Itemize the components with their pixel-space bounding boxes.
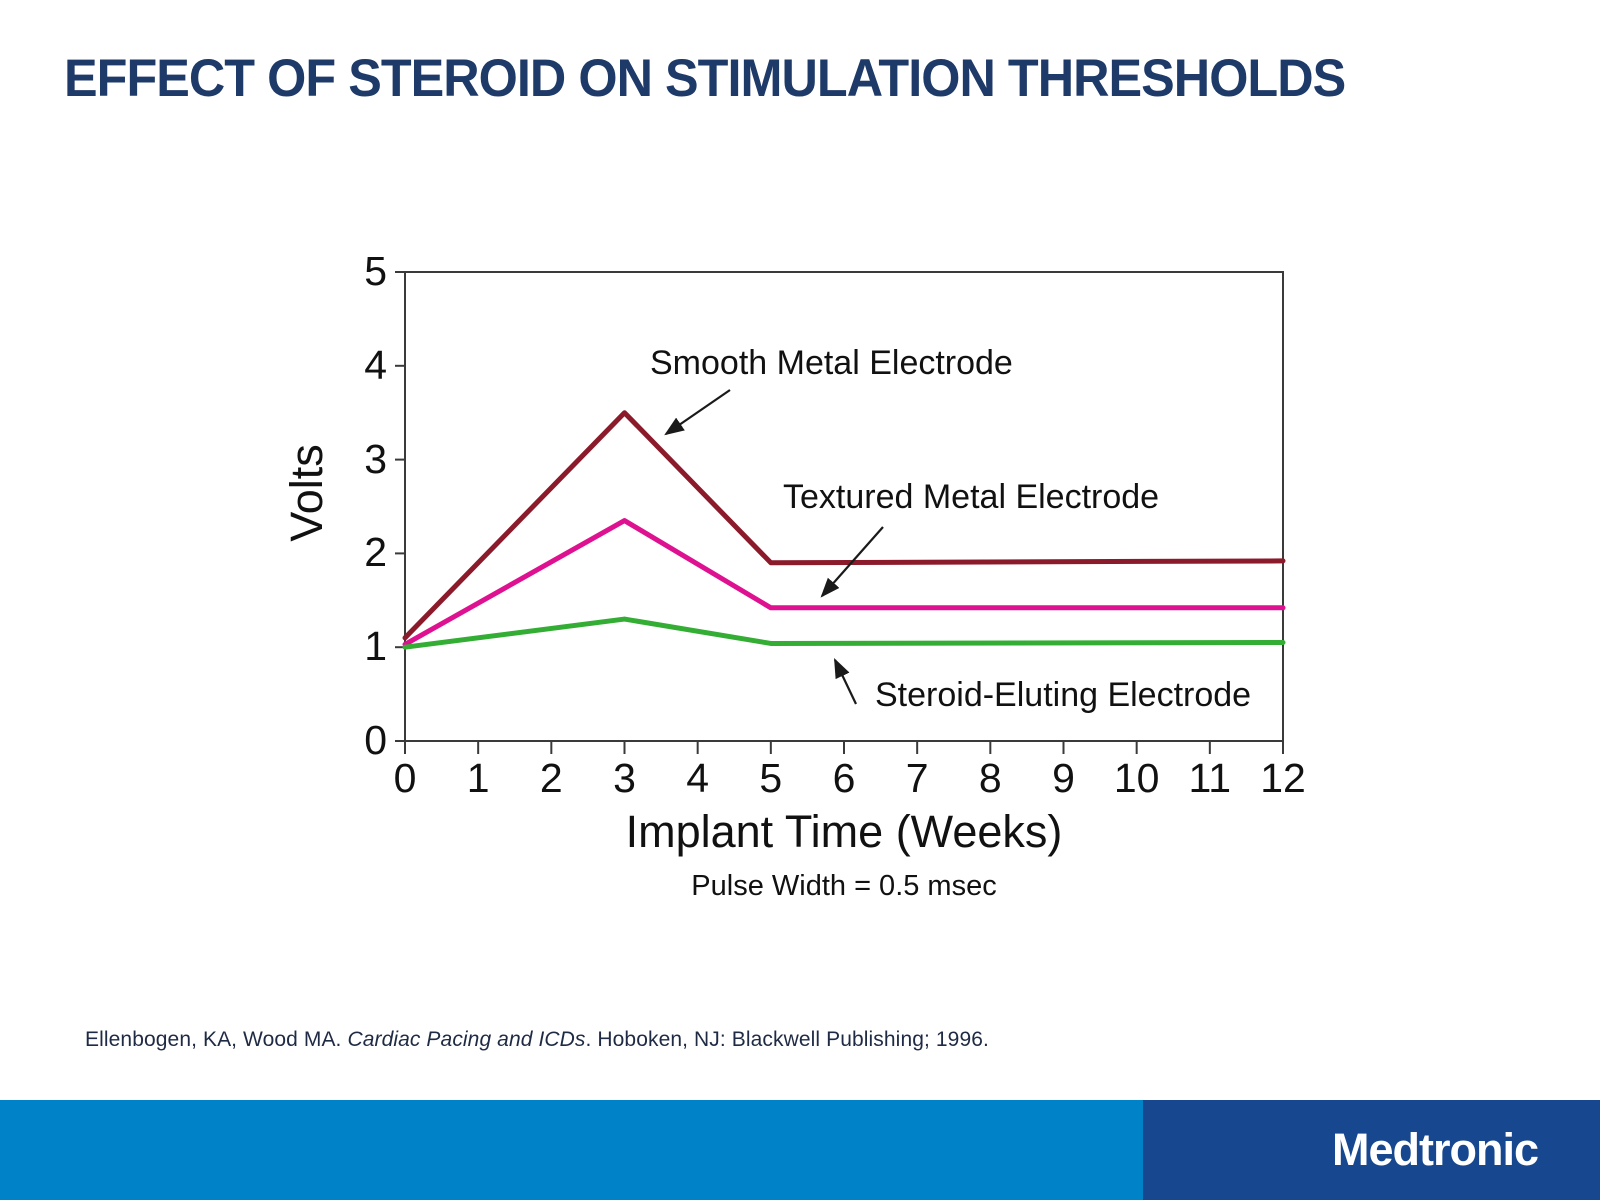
y-tick-label: 0 — [364, 717, 387, 763]
x-tick-label: 9 — [1052, 755, 1075, 801]
citation-authors: Ellenbogen, KA, Wood MA. — [85, 1028, 348, 1051]
smooth-label-arrow — [664, 389, 731, 436]
medtronic-logo: Medtronic — [1331, 1124, 1539, 1175]
y-tick-label: 5 — [364, 248, 387, 294]
y-tick-label: 3 — [364, 435, 387, 482]
axis-ticks — [395, 271, 1284, 754]
slide-title: EFFECT OF STEROID ON STIMULATION THRESHO… — [64, 49, 1346, 108]
series-line-steroid-eluting — [402, 616, 1286, 650]
footer-bar: Medtronic — [0, 1100, 1600, 1200]
x-tick-label: 8 — [978, 755, 1002, 801]
x-tick-label: 0 — [393, 755, 417, 801]
y-tick-label: 2 — [364, 529, 387, 576]
steroid-label-arrow — [834, 658, 857, 705]
plot-border — [404, 271, 1284, 742]
x-tick-label: 2 — [539, 755, 563, 801]
x-tick-label: 1 — [466, 755, 490, 801]
x-tick-label: 11 — [1188, 755, 1232, 801]
x-tick-label: 4 — [686, 755, 710, 801]
series-label-smooth-metal: Smooth Metal Electrode — [650, 344, 1013, 382]
textured-label-arrow — [820, 526, 884, 598]
series-line-textured-metal — [402, 518, 1286, 647]
x-tick-label: 7 — [905, 755, 929, 801]
citation-publisher: . Hoboken, NJ: Blackwell Publishing; 199… — [585, 1028, 989, 1051]
y-tick-label: 1 — [364, 623, 387, 670]
x-tick-label: 3 — [613, 755, 636, 801]
x-tick-label: 5 — [759, 755, 783, 801]
series-line-smooth-metal — [402, 410, 1286, 641]
pulse-width-note: Pulse Width = 0.5 msec — [691, 870, 997, 902]
series-label-steroid-eluting: Steroid-Eluting Electrode — [875, 676, 1252, 714]
x-axis-title: Implant Time (Weeks) — [625, 806, 1063, 857]
x-tick-label: 12 — [1260, 755, 1306, 801]
x-tick-label: 10 — [1113, 755, 1160, 801]
y-tick-label: 4 — [364, 341, 387, 388]
footer-brand-block: Medtronic — [1143, 1100, 1600, 1200]
x-tick-label: 6 — [832, 755, 856, 801]
series-label-textured-metal: Textured Metal Electrode — [783, 478, 1160, 516]
citation: Ellenbogen, KA, Wood MA. Cardiac Pacing … — [85, 1028, 989, 1052]
citation-book-title: Cardiac Pacing and ICDs — [347, 1028, 586, 1051]
